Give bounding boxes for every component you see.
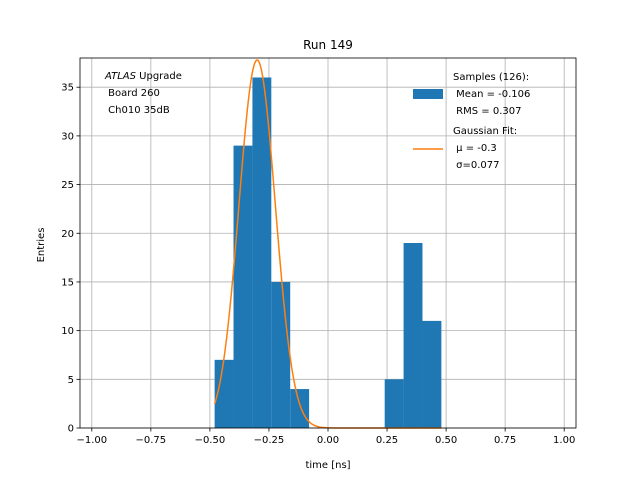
legend-fit-line-3: σ=0.077 bbox=[453, 160, 500, 171]
legend-histogram-swatch bbox=[413, 89, 443, 99]
histogram-bar bbox=[214, 359, 234, 428]
histogram-bar bbox=[422, 320, 442, 428]
annotation-line-3: Ch010 35dB bbox=[105, 105, 170, 116]
histogram-bar bbox=[290, 389, 310, 428]
y-tick-label: 10 bbox=[61, 326, 74, 337]
x-axis-ticks: −1.00 −0.75 −0.50 −0.25 0.00 0.25 0.50 0.75 1.00 bbox=[76, 428, 575, 446]
x-tick-label: 0.00 bbox=[317, 435, 339, 446]
annotation-line-2: Board 260 bbox=[105, 88, 160, 99]
y-tick-label: 0 bbox=[68, 424, 74, 435]
grid-lines bbox=[80, 58, 576, 429]
legend-fit-line-2: μ = -0.3 bbox=[453, 143, 497, 154]
legend-hist-line-1: Samples (126): bbox=[453, 72, 529, 83]
y-tick-label: 20 bbox=[61, 229, 74, 240]
histogram-bar bbox=[252, 77, 272, 428]
y-tick-label: 35 bbox=[61, 83, 74, 94]
x-tick-label: −1.00 bbox=[76, 435, 107, 446]
x-tick-label: −0.75 bbox=[136, 435, 167, 446]
x-axis-label: time [ns] bbox=[305, 460, 350, 471]
annotation-upgrade: Upgrade bbox=[136, 71, 182, 82]
y-tick-label: 15 bbox=[61, 277, 74, 288]
chart-title: Run 149 bbox=[303, 38, 353, 52]
x-tick-label: 0.50 bbox=[435, 435, 457, 446]
y-tick-label: 5 bbox=[68, 375, 74, 386]
legend-hist-line-2: Mean = -0.106 bbox=[453, 89, 530, 100]
y-tick-label: 25 bbox=[61, 180, 74, 191]
x-tick-label: −0.50 bbox=[195, 435, 226, 446]
y-tick-label: 30 bbox=[61, 131, 74, 142]
x-tick-label: 0.25 bbox=[376, 435, 398, 446]
legend: Samples (126): Mean = -0.106 RMS = 0.307… bbox=[413, 72, 530, 171]
histogram-bar bbox=[403, 243, 423, 428]
legend-hist-line-3: RMS = 0.307 bbox=[453, 106, 521, 117]
y-axis-ticks: 0 5 10 15 20 25 30 35 bbox=[61, 83, 80, 435]
annotation-line-1: ATLAS Upgrade bbox=[104, 71, 182, 82]
histogram-bar bbox=[233, 145, 253, 428]
histogram-bar bbox=[271, 281, 291, 428]
x-tick-label: 0.75 bbox=[494, 435, 516, 446]
histogram-bar bbox=[384, 379, 404, 428]
atlas-annotation: ATLAS Upgrade Board 260 Ch010 35dB bbox=[104, 71, 182, 116]
annotation-atlas: ATLAS bbox=[104, 71, 137, 82]
legend-fit-line-1: Gaussian Fit: bbox=[453, 126, 517, 137]
x-tick-label: 1.00 bbox=[553, 435, 575, 446]
x-tick-label: −0.25 bbox=[254, 435, 285, 446]
y-axis-label: Entries bbox=[36, 228, 47, 263]
